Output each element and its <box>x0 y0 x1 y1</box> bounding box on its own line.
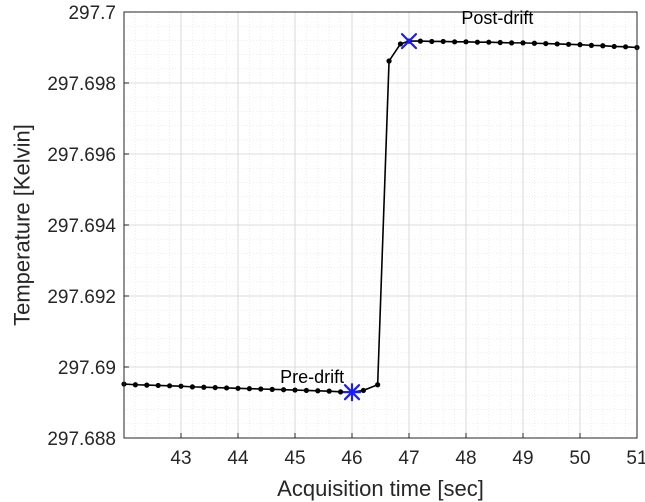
data-point <box>588 42 595 48</box>
data-point <box>338 389 344 395</box>
data-point <box>315 388 321 394</box>
x-tick-label: 51 <box>626 448 645 469</box>
x-tick-label: 48 <box>455 448 476 469</box>
data-point <box>497 39 503 46</box>
data-point <box>281 387 287 393</box>
x-axis-label: Acquisition time [sec] <box>277 476 484 501</box>
post-drift-label: Post-drift <box>461 8 533 28</box>
data-point <box>417 38 423 44</box>
pre-drift-label: Pre-drift <box>280 367 344 387</box>
x-tick-label: 44 <box>227 448 249 469</box>
data-point <box>509 40 515 46</box>
data-point <box>375 382 381 388</box>
y-tick-label: 297.694 <box>47 216 116 237</box>
y-tick-label: 297.692 <box>47 287 116 308</box>
data-point <box>224 385 230 391</box>
data-point <box>189 384 195 390</box>
data-point <box>132 382 138 388</box>
data-point <box>303 387 309 394</box>
data-point <box>201 384 207 390</box>
data-point <box>554 41 560 47</box>
x-tick-label: 46 <box>341 448 362 469</box>
x-tick-label: 49 <box>512 448 533 469</box>
data-point <box>531 40 538 46</box>
highlight-marker-layer <box>342 33 418 402</box>
y-tick-label: 297.7 <box>68 3 116 24</box>
data-point <box>269 386 275 392</box>
data-point <box>258 386 264 392</box>
y-tick-label: 297.696 <box>47 145 116 166</box>
x-tick-label: 50 <box>569 448 590 469</box>
data-point <box>623 44 629 50</box>
y-tick-label: 297.688 <box>47 429 116 450</box>
y-tick-label: 297.698 <box>47 74 116 95</box>
data-point <box>543 40 549 47</box>
pre-drift-asterisk-marker <box>342 383 362 402</box>
data-point <box>520 40 526 46</box>
annotation-layer: Pre-drift Post-drift <box>280 8 533 387</box>
data-point <box>386 58 392 64</box>
x-tick-label: 47 <box>398 448 419 469</box>
data-point <box>611 43 617 50</box>
data-point <box>360 387 366 394</box>
x-tick-label: 43 <box>170 448 191 469</box>
post-drift-cross-marker <box>400 33 418 50</box>
tick-layer: 43 44 45 46 47 48 49 50 51 297.688 297.69 297.692 29… <box>47 3 645 469</box>
data-point <box>397 41 404 47</box>
data-point <box>178 383 184 389</box>
data-point <box>326 388 332 394</box>
data-point <box>167 383 173 389</box>
y-axis-label: Temperature [Kelvin] <box>10 124 35 326</box>
data-point <box>155 382 161 389</box>
data-point <box>246 386 252 392</box>
data-point <box>566 41 572 47</box>
data-point <box>577 42 583 48</box>
data-point <box>452 39 458 45</box>
data-point <box>144 382 150 388</box>
x-tick-label: 45 <box>284 448 305 469</box>
data-point <box>212 384 218 391</box>
data-point <box>600 43 606 49</box>
data-point <box>429 38 435 45</box>
y-tick-label: 297.69 <box>58 358 116 379</box>
data-point <box>292 387 298 393</box>
data-point <box>486 39 492 45</box>
series-line <box>123 40 638 394</box>
data-point <box>474 39 480 45</box>
data-point <box>463 39 469 45</box>
data-point <box>235 385 241 391</box>
data-point <box>440 38 446 45</box>
